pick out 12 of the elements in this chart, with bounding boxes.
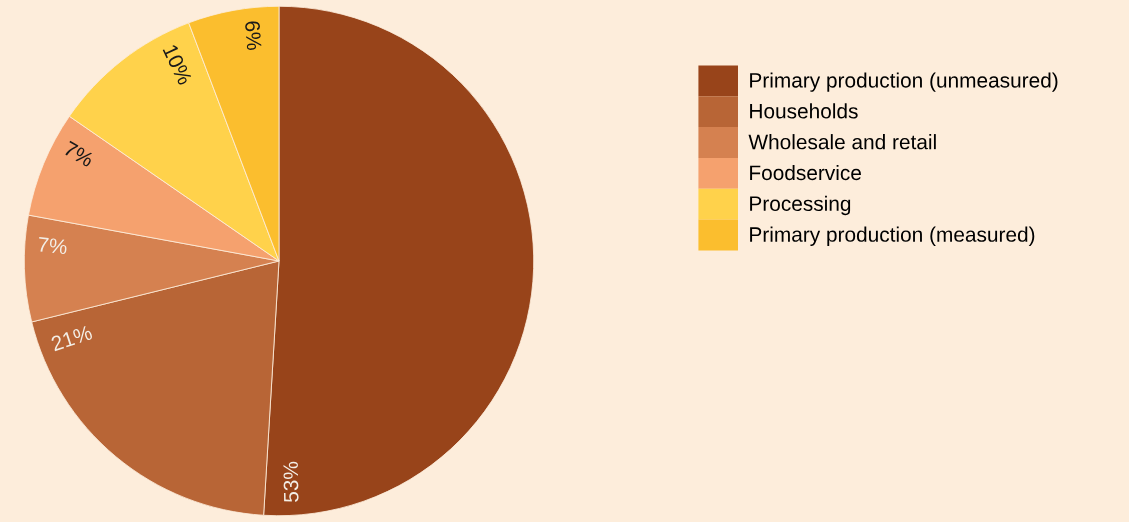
legend-label: Wholesale and retail [748,134,936,150]
data-label: 6% [244,20,262,51]
legend-label: Processing [750,195,851,216]
data-label: 10% [162,43,193,86]
legend-label: Foodservice [750,164,861,181]
legend-label: Primary production (unmeasured) [750,72,1058,92]
legend-label: Primary production (measured) [750,226,1035,246]
data-label: 21% [50,324,93,352]
data-label: 7% [62,140,95,168]
legend-label: Households [750,103,858,119]
data-label: 53% [283,461,299,503]
data-label: 7% [37,236,68,255]
